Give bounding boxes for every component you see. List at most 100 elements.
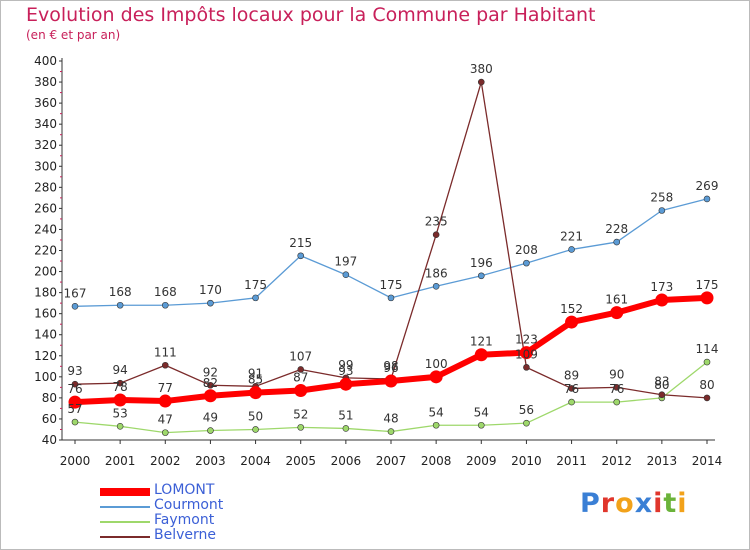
point-belverne xyxy=(568,385,575,392)
data-label-belverne: 92 xyxy=(203,365,218,379)
data-label-courmont: 208 xyxy=(515,243,538,257)
point-courmont xyxy=(71,302,79,310)
data-label-faymont: 56 xyxy=(519,403,534,417)
legend-label: Courmont xyxy=(154,497,224,513)
point-courmont xyxy=(432,282,440,290)
data-label-belverne: 99 xyxy=(338,358,353,372)
point-lomont xyxy=(700,291,714,305)
x-tick-label: 2003 xyxy=(195,454,226,468)
data-label-courmont: 258 xyxy=(650,190,673,204)
point-lomont xyxy=(655,293,669,307)
logo-letter: t xyxy=(663,488,678,519)
point-courmont xyxy=(658,207,666,214)
data-label-faymont: 51 xyxy=(338,408,353,422)
legend-label: LOMONT xyxy=(154,482,215,498)
point-belverne xyxy=(613,384,621,391)
y-tick-label: 380 xyxy=(34,75,57,89)
legend-swatch xyxy=(100,506,150,508)
data-label-lomont: 100 xyxy=(425,357,448,371)
data-label-faymont: 80 xyxy=(654,378,669,392)
data-label-courmont: 175 xyxy=(244,278,267,292)
y-tick-label: 360 xyxy=(34,96,57,110)
data-label-lomont: 173 xyxy=(650,280,673,294)
point-lomont xyxy=(474,348,488,362)
point-courmont xyxy=(161,301,169,309)
point-courmont xyxy=(703,195,711,203)
y-tick-label: 280 xyxy=(34,180,57,194)
data-label-belverne: 98 xyxy=(383,359,398,373)
x-tick-label: 2011 xyxy=(556,454,587,468)
point-faymont xyxy=(116,423,124,430)
chart-axes: 40 60 80 100 120 140 160 180 200 220 240 260 280 300 3… xyxy=(34,54,722,468)
data-label-faymont: 48 xyxy=(383,412,398,426)
logo-letter: o xyxy=(615,488,635,519)
data-label-lomont: 93 xyxy=(338,364,353,378)
y-tick-label: 320 xyxy=(34,138,57,152)
series-layer xyxy=(68,78,714,436)
y-tick-label: 340 xyxy=(34,117,57,131)
data-label-belverne: 235 xyxy=(425,215,448,229)
data-label-belverne: 94 xyxy=(113,363,128,377)
y-tick-label: 40 xyxy=(42,433,57,447)
data-label-lomont: 78 xyxy=(113,380,128,394)
x-tick-label: 2004 xyxy=(240,454,271,468)
point-faymont xyxy=(297,424,305,431)
logo-letter: P xyxy=(580,488,601,519)
point-courmont xyxy=(568,246,575,253)
data-label-courmont: 168 xyxy=(109,285,132,299)
legend-label: Belverne xyxy=(154,527,217,543)
data-label-belverne: 90 xyxy=(609,367,624,381)
data-label-faymont: 52 xyxy=(293,407,308,421)
data-label-lomont: 123 xyxy=(515,333,538,347)
point-courmont xyxy=(297,252,305,260)
point-faymont xyxy=(342,425,350,432)
point-lomont xyxy=(294,384,308,398)
x-tick-label: 2012 xyxy=(601,454,632,468)
x-tick-label: 2006 xyxy=(331,454,362,468)
y-tick-label: 180 xyxy=(34,286,57,300)
point-faymont xyxy=(71,418,79,426)
data-label-faymont: 47 xyxy=(158,413,173,427)
logo-letter: x xyxy=(634,488,654,519)
logo-letter: r xyxy=(600,488,616,519)
legend-label: Faymont xyxy=(154,512,215,528)
data-label-belverne: 89 xyxy=(564,368,579,382)
chart-subtitle: (en € et par an) xyxy=(26,28,121,42)
logo-letter: i xyxy=(653,488,664,519)
point-belverne xyxy=(658,391,666,399)
data-label-belverne: 109 xyxy=(515,347,538,361)
point-belverne xyxy=(523,364,530,371)
data-label-faymont: 76 xyxy=(564,382,579,396)
point-faymont xyxy=(207,427,214,434)
x-tick-label: 2002 xyxy=(150,454,181,468)
point-courmont xyxy=(252,294,259,302)
point-lomont xyxy=(429,370,443,384)
point-lomont xyxy=(565,315,579,329)
point-courmont xyxy=(523,259,530,267)
data-label-lomont: 87 xyxy=(293,371,308,385)
x-tick-label: 2014 xyxy=(692,454,723,468)
legend-swatch xyxy=(100,536,150,538)
x-tick-label: 2007 xyxy=(376,454,407,468)
point-belverne xyxy=(161,361,169,369)
point-lomont xyxy=(610,306,624,320)
point-lomont xyxy=(203,389,217,403)
data-label-courmont: 168 xyxy=(154,285,177,299)
y-tick-label: 260 xyxy=(34,201,57,215)
data-label-lomont: 121 xyxy=(470,335,493,349)
data-label-faymont: 76 xyxy=(609,382,624,396)
data-label-lomont: 175 xyxy=(696,278,719,292)
data-label-courmont: 175 xyxy=(380,278,403,292)
data-label-lomont: 152 xyxy=(560,302,583,316)
data-label-belverne: 80 xyxy=(699,378,714,392)
y-tick-label: 60 xyxy=(42,412,57,426)
data-label-courmont: 197 xyxy=(334,255,357,269)
legend-swatch xyxy=(100,488,150,496)
chart-title: Evolution des Impôts locaux pour la Comm… xyxy=(26,4,596,26)
data-label-lomont: 96 xyxy=(383,361,398,375)
point-lomont xyxy=(113,393,127,407)
x-tick-label: 2009 xyxy=(466,454,497,468)
x-tick-label: 2000 xyxy=(60,454,91,468)
